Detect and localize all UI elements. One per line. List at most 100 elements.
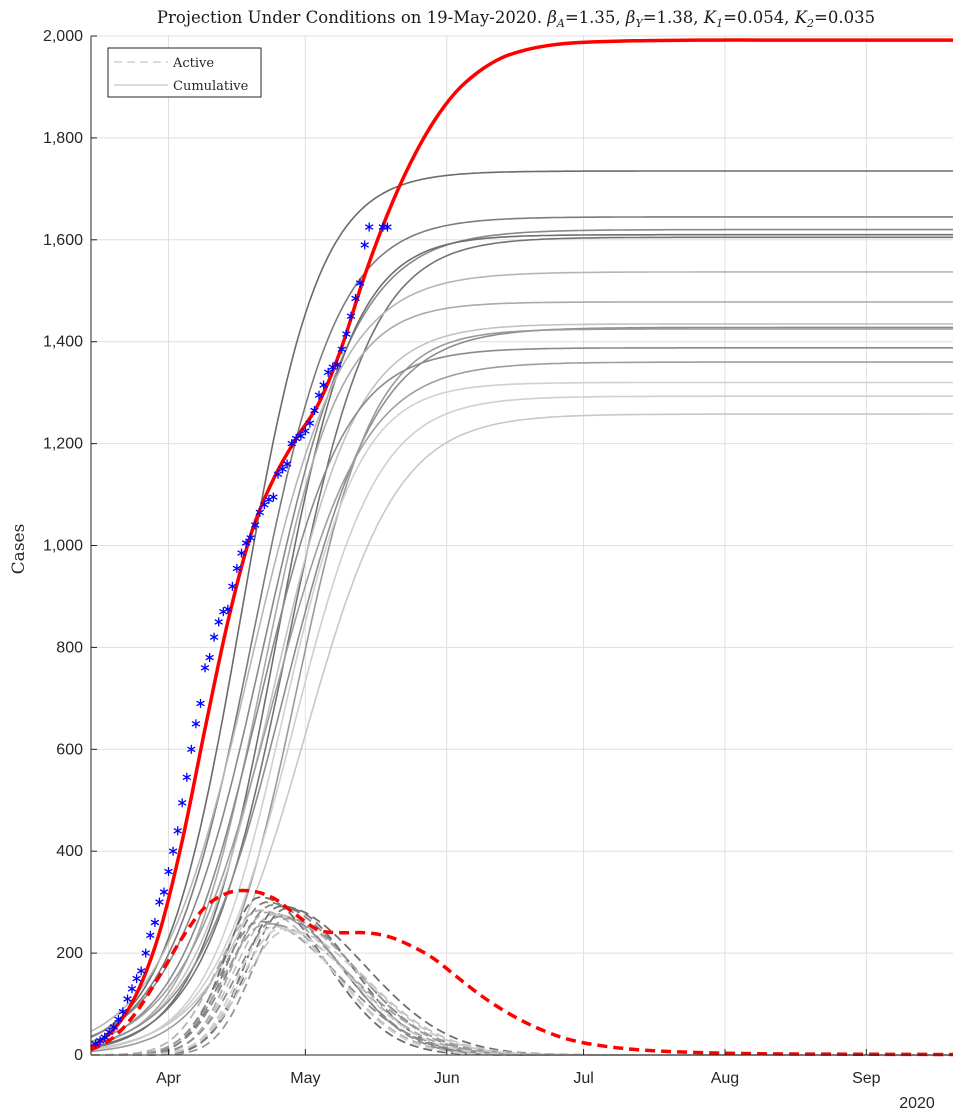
observed-point-stroke: [273, 471, 283, 478]
observed-point-stroke: [146, 932, 155, 939]
observed-point-stroke: [205, 654, 214, 661]
observed-point: [114, 1014, 123, 1024]
observed-point: [155, 897, 164, 907]
title-beta-y-subscript: Y: [635, 17, 644, 30]
observed-point: [241, 538, 251, 548]
title-k2-subscript: 2: [806, 17, 814, 30]
active-projection-line: [90, 888, 954, 1057]
observed-point-stroke: [182, 774, 192, 781]
observed-point: [214, 617, 223, 627]
ensemble-cumulative-line: [90, 236, 953, 1048]
legend-label-active: Active: [172, 56, 214, 71]
observed-point-stroke: [177, 799, 187, 806]
observed-point: [127, 984, 137, 994]
tick-labels: 0 200 400 600 800 1,000 1,200 1,400 1,600 1,800 2,…: [43, 28, 881, 1087]
observed-point: [104, 1027, 114, 1037]
y-tick-label: 1,400: [43, 334, 83, 351]
chart-title: Projection Under Conditions on 19-May-20…: [157, 8, 875, 30]
observed-point-stroke: [355, 280, 365, 286]
observed-point: [346, 311, 356, 321]
observed-point-stroke: [360, 242, 369, 248]
ensemble-active-line: [91, 922, 953, 1056]
x-tick-label: Sep: [852, 1070, 881, 1087]
observed-point-stroke: [323, 369, 333, 376]
observed-point-stroke: [100, 1034, 109, 1041]
observed-point: [187, 744, 196, 754]
observed-point: [141, 948, 150, 958]
title-k2-symbol: K: [794, 8, 809, 27]
observed-point: [337, 344, 347, 354]
y-tick-label: 0: [74, 1047, 83, 1064]
observed-point-stroke: [114, 1016, 123, 1023]
observed-point: [364, 222, 374, 232]
observed-point-stroke: [232, 565, 242, 572]
observed-markers: [91, 222, 392, 1049]
observed-point: [237, 548, 246, 558]
ensemble-active-line: [91, 896, 953, 1056]
observed-point-stroke: [250, 522, 260, 528]
title-k1-subscript: 1: [716, 17, 723, 30]
y-tick-label: 600: [56, 741, 83, 758]
y-tick-label: 1,200: [43, 436, 83, 453]
observed-point-stroke: [209, 634, 219, 641]
ensemble-active-line: [91, 905, 953, 1056]
observed-point-stroke: [342, 331, 351, 337]
observed-point-stroke: [228, 583, 237, 590]
title-beta-y-value: =1.38,: [643, 8, 699, 27]
observed-point-stroke: [150, 919, 160, 926]
observed-point-stroke: [351, 295, 360, 302]
observed-point: [278, 464, 287, 474]
x-tick-label: Jul: [573, 1070, 593, 1087]
observed-point: [323, 367, 333, 377]
observed-point-stroke: [223, 606, 233, 613]
observed-point-stroke: [123, 996, 132, 1002]
observed-point-stroke: [246, 535, 255, 541]
observed-point-stroke: [333, 361, 342, 368]
observed-point: [333, 360, 342, 370]
observed-point: [383, 222, 392, 232]
observed-point-stroke: [269, 494, 278, 500]
observed-point-stroke: [95, 1037, 105, 1044]
observed-point: [282, 459, 292, 469]
projection-series: [89, 38, 954, 1057]
observed-point-stroke: [260, 501, 269, 508]
ensemble-active-line: [91, 903, 953, 1056]
observed-point: [355, 278, 365, 288]
y-tick-label: 400: [56, 843, 83, 860]
observed-point-stroke: [346, 313, 356, 320]
observed-point-stroke: [200, 664, 210, 671]
observed-point: [314, 390, 324, 400]
observed-point-stroke: [164, 868, 173, 875]
y-tick-label: 1,600: [43, 232, 83, 249]
observed-point-stroke: [310, 407, 319, 414]
ensemble-active-line: [91, 925, 953, 1056]
observed-point-stroke: [305, 420, 315, 427]
ensemble-cumulative-line: [90, 381, 953, 1051]
ensemble-cumulative-line: [90, 228, 953, 1038]
y-tick-label: 200: [56, 945, 83, 962]
observed-point: [168, 846, 178, 856]
observed-point: [164, 867, 173, 877]
observed-point-stroke: [136, 968, 146, 974]
legend: Active Cumulative: [107, 47, 262, 98]
x-tick-label: Apr: [156, 1070, 182, 1087]
observed-point-stroke: [191, 720, 201, 727]
observed-point-stroke: [159, 889, 169, 895]
observed-point-stroke: [118, 1008, 128, 1015]
x-tick-label: May: [290, 1070, 320, 1087]
observed-point: [136, 966, 146, 976]
y-tick-label: 800: [56, 639, 83, 656]
observed-point: [159, 887, 169, 897]
ensemble-active-line: [91, 901, 953, 1056]
ensemble-cumulative-line: [90, 323, 953, 1046]
observed-point: [123, 994, 132, 1004]
x-tick-label: Jun: [434, 1070, 460, 1087]
observed-point-stroke: [255, 509, 265, 516]
title-beta-a-value: =1.35,: [565, 8, 621, 27]
legend-box: [107, 47, 262, 98]
ensemble-cumulative-line: [90, 326, 953, 1046]
observed-point-stroke: [282, 461, 292, 467]
observed-point: [269, 492, 278, 502]
observed-point: [273, 469, 283, 479]
observed-point: [223, 604, 233, 614]
